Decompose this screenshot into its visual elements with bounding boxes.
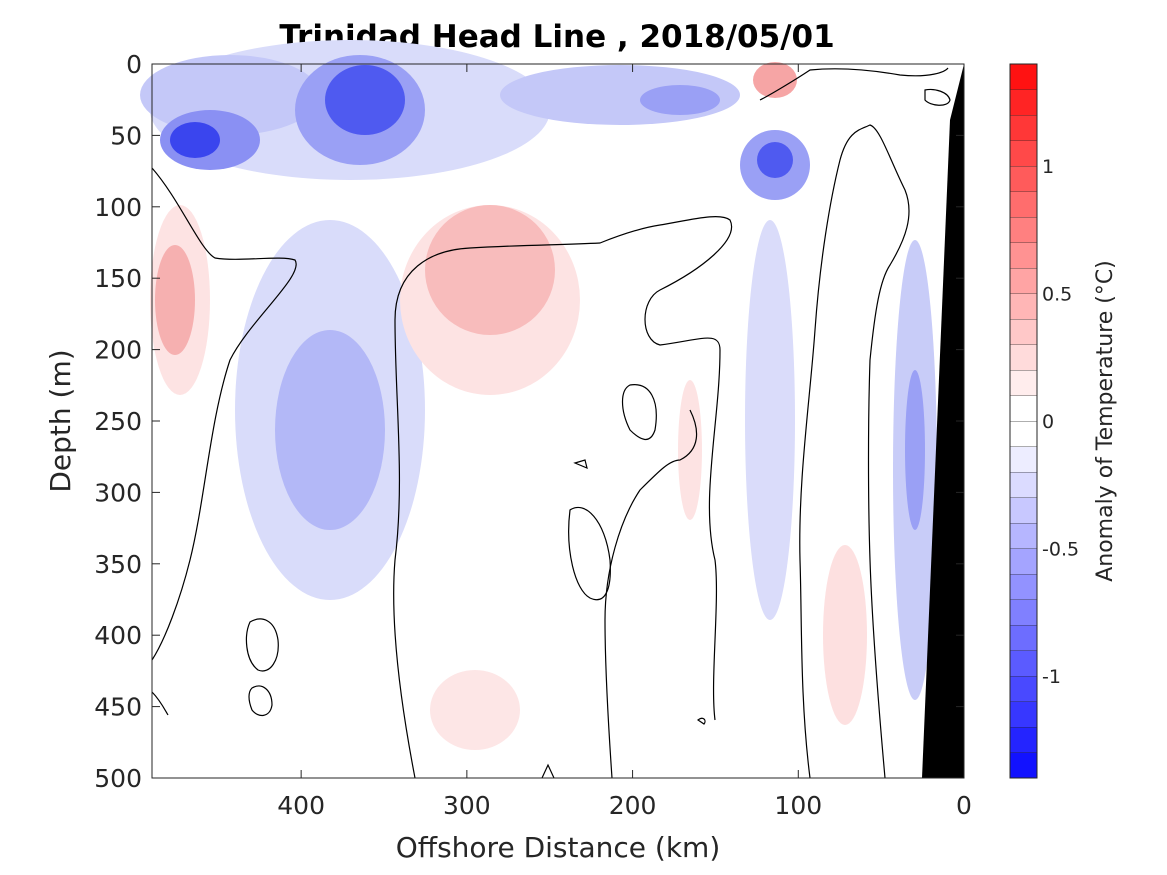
colorbar-label: Anomaly of Temperature (°C) — [1093, 260, 1118, 582]
neg-anomaly-blob — [745, 220, 795, 620]
zero-contour-line — [696, 717, 706, 725]
x-tick-label: 200 — [609, 791, 657, 820]
colorbar-level — [1010, 217, 1037, 243]
colorbar-tick-label: -0.5 — [1042, 539, 1079, 561]
colorbar-level — [1010, 548, 1037, 574]
x-tick-label: 400 — [277, 791, 325, 820]
zero-contour-line — [151, 167, 297, 661]
y-tick-label: 300 — [94, 478, 142, 507]
colorbar-level — [1010, 650, 1037, 676]
pos-anomaly-blob — [753, 62, 797, 98]
colorbar-level — [1010, 344, 1037, 370]
zero-contour-line — [151, 691, 169, 716]
colorbar-level — [1010, 191, 1037, 217]
colorbar-level — [1010, 89, 1037, 115]
y-tick-label: 100 — [94, 193, 142, 222]
zero-contour-line — [759, 67, 949, 101]
colorbar-tick-label: 0.5 — [1042, 284, 1072, 306]
neg-anomaly-blob — [757, 142, 793, 178]
y-tick-label: 0 — [126, 50, 142, 79]
colorbar-level — [1010, 472, 1037, 498]
zero-contours — [151, 67, 951, 779]
anomaly-field — [140, 40, 937, 750]
pos-anomaly-blob — [430, 670, 520, 750]
colorbar-level — [1010, 421, 1037, 447]
pos-anomaly-blob — [425, 205, 555, 335]
x-tick-label: 100 — [774, 791, 822, 820]
neg-anomaly-blob — [170, 122, 220, 158]
zero-contour-line — [393, 216, 733, 779]
neg-anomaly-blob — [325, 65, 405, 135]
colorbar-level — [1010, 701, 1037, 727]
colorbar-level — [1010, 293, 1037, 319]
colorbar-level — [1010, 446, 1037, 472]
zero-contour-line — [621, 384, 657, 440]
x-tick-label: 300 — [443, 791, 491, 820]
colorbar-level — [1010, 370, 1037, 396]
y-tick-label: 250 — [94, 407, 142, 436]
colorbar-level — [1010, 242, 1037, 268]
colorbar-level — [1010, 64, 1037, 90]
x-tick-label: 0 — [956, 791, 972, 820]
pos-anomaly-blob — [155, 245, 195, 355]
y-tick-label: 350 — [94, 550, 142, 579]
y-tick-label: 400 — [94, 621, 142, 650]
colorbar-level — [1010, 574, 1037, 600]
neg-anomaly-blob — [640, 85, 720, 115]
colorbar-level — [1010, 166, 1037, 192]
y-tick-label: 500 — [94, 764, 142, 793]
land-mask — [922, 64, 964, 778]
colorbar-level — [1010, 268, 1037, 294]
colorbar-level — [1010, 727, 1037, 753]
zero-contour-line — [604, 409, 698, 779]
zero-contour-line — [799, 124, 910, 779]
colorbar-level — [1010, 319, 1037, 345]
colorbar-level — [1010, 625, 1037, 651]
x-axis-label: Offshore Distance (km) — [396, 831, 721, 864]
zero-contour-line — [573, 459, 588, 470]
colorbar-tick-label: 0 — [1042, 411, 1054, 433]
colorbar-level — [1010, 523, 1037, 549]
neg-anomaly-blob — [275, 330, 385, 530]
colorbar-level — [1010, 599, 1037, 625]
zero-contour-line — [248, 685, 273, 716]
y-tick-label: 200 — [94, 336, 142, 365]
colorbar-tick-label: -1 — [1042, 666, 1061, 688]
colorbar-level — [1010, 752, 1037, 778]
zero-contour-line — [245, 618, 279, 672]
colorbar-level — [1010, 676, 1037, 702]
pos-anomaly-blob — [823, 545, 867, 725]
colorbar-level — [1010, 115, 1037, 141]
colorbar-level — [1010, 395, 1037, 421]
pos-anomaly-blob — [678, 380, 702, 520]
colorbar-level — [1010, 497, 1037, 523]
y-axis-label: Depth (m) — [44, 349, 77, 492]
zero-contour-line — [568, 506, 611, 601]
y-tick-label: 150 — [94, 264, 142, 293]
y-tick-label: 50 — [110, 121, 142, 150]
zero-contour-line — [924, 88, 951, 106]
zero-contour-line — [541, 763, 555, 779]
colorbar-level — [1010, 140, 1037, 166]
y-tick-label: 450 — [94, 693, 142, 722]
neg-anomaly-blob — [905, 370, 925, 530]
colorbar-tick-label: 1 — [1042, 156, 1054, 178]
colorbar: 1 0.5 0 -0.5 -1 — [1009, 63, 1079, 779]
colorbar-frame — [1009, 63, 1038, 779]
x-axis: 400 300 200 100 0 — [277, 64, 972, 820]
y-axis: 0 50 100 150 200 250 300 350 400 450 500 — [94, 50, 964, 793]
plot-area — [140, 40, 965, 779]
